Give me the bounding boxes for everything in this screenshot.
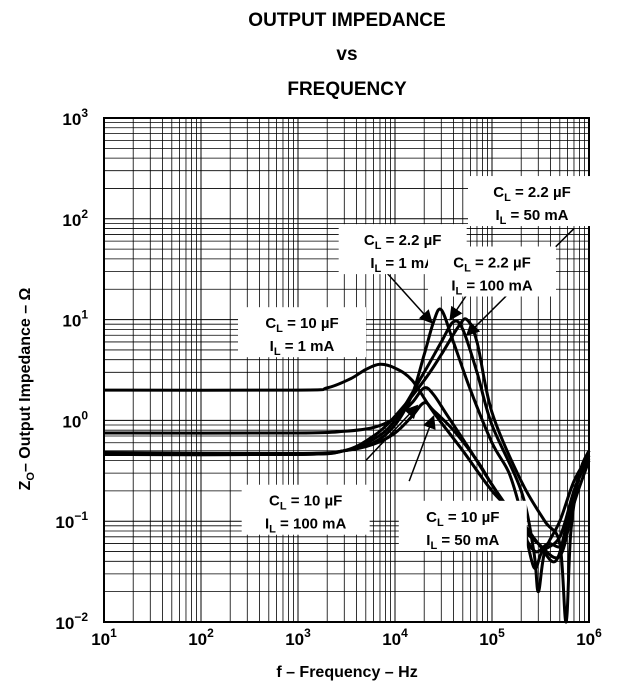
- annotation-box-2: [428, 246, 556, 297]
- annotation-box-4: [241, 484, 370, 535]
- annotation-box-5: [398, 500, 527, 551]
- series-line-cl22-il1: [103, 307, 591, 571]
- annotation-line-2-0: IL = 50 mA: [495, 207, 568, 227]
- annotations: CL = 2.2 µF IL = 50 mA CL = 2.2 µF IL = 1 m…: [238, 176, 596, 552]
- series-line-cl22-il50: [103, 317, 591, 624]
- y-axis-label-z: Z: [17, 480, 34, 490]
- annotation-line-1-2: CL = 2.2 µF: [453, 255, 531, 275]
- y-tick-label: 103: [62, 106, 88, 129]
- x-tick-label: 104: [382, 626, 408, 649]
- y-tick-label: 10−2: [55, 610, 88, 633]
- x-tick-label: 106: [576, 626, 602, 649]
- annotation-line-2-1: IL = 1 mA: [370, 255, 435, 275]
- y-tick-label: 101: [62, 308, 88, 331]
- chart-title-line-2: vs: [336, 44, 357, 65]
- y-axis-label-rest: – Output Impedance – Ω: [17, 287, 34, 472]
- annotation-line-2-3: IL = 1 mA: [270, 338, 335, 358]
- annotation-arrow-1: [385, 271, 433, 324]
- axis-tick-labels: 101 102 103 104 105 106 10−2 10−1 100 101 102 103: [55, 106, 602, 649]
- annotation-arrow-4: [365, 404, 419, 462]
- x-tick-label: 103: [285, 626, 311, 649]
- x-axis-label: f – Frequency – Hz: [276, 664, 417, 681]
- y-tick-label: 10−1: [55, 509, 88, 532]
- chart-title-line-1: OUTPUT IMPEDANCE: [248, 10, 445, 31]
- annotation-line-1-3: CL = 10 µF: [265, 315, 338, 335]
- annotation-arrow-5: [408, 414, 436, 482]
- annotation-line-2-5: IL = 50 mA: [426, 532, 499, 552]
- annotation-line-2-2: IL = 100 mA: [451, 278, 533, 298]
- annotation-line-1-0: CL = 2.2 µF: [493, 184, 571, 204]
- annotation-line-1-1: CL = 2.2 µF: [364, 232, 442, 252]
- x-tick-label: 101: [91, 626, 117, 649]
- y-tick-label: 102: [62, 207, 88, 230]
- y-tick-label: 100: [62, 408, 88, 431]
- chart-title-line-3: FREQUENCY: [287, 79, 407, 100]
- series-line-cl22-il100: [103, 319, 591, 594]
- x-tick-label: 102: [188, 626, 214, 649]
- annotation-box-3: [238, 307, 367, 358]
- x-tick-label: 105: [479, 626, 505, 649]
- chart-title: OUTPUT IMPEDANCE vs FREQUENCY: [248, 10, 445, 100]
- annotation-line-2-4: IL = 100 mA: [265, 516, 347, 536]
- plot-frame: [103, 117, 590, 623]
- annotation-line-1-4: CL = 10 µF: [269, 493, 342, 513]
- annotation-box-0: [468, 176, 596, 227]
- y-axis-label: ZO– Output Impedance – Ω: [17, 287, 37, 490]
- y-axis-label-sub: O: [25, 472, 37, 481]
- annotation-line-1-5: CL = 10 µF: [426, 509, 499, 529]
